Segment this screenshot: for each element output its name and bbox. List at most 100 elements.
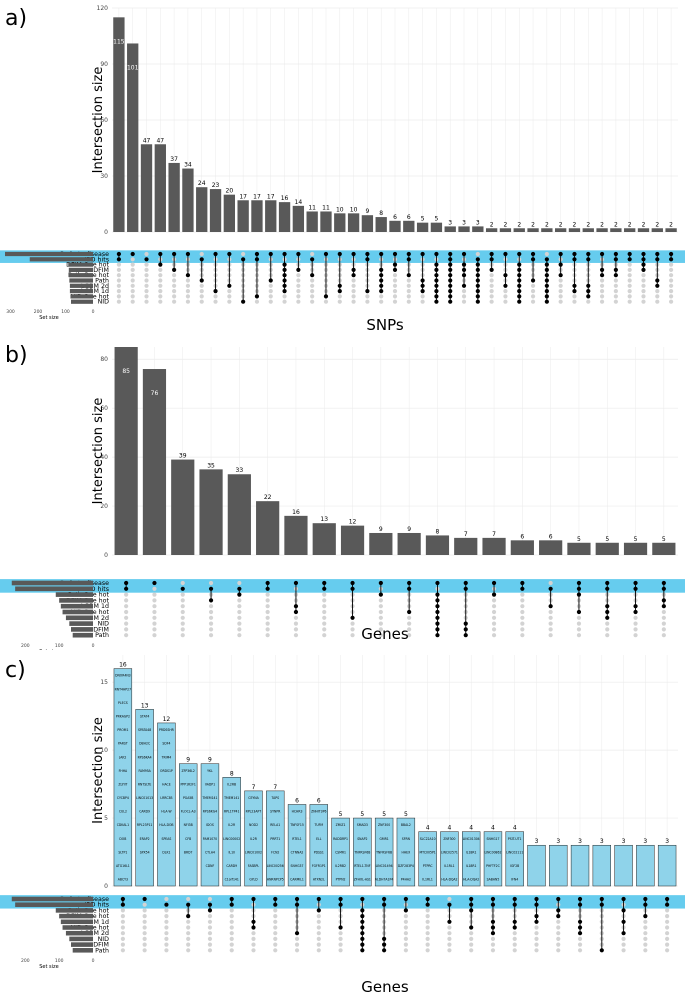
gene-label: JAK2 — [118, 755, 126, 759]
set-size-bar — [69, 936, 93, 942]
matrix-dot-off — [207, 936, 213, 941]
matrix-dot-off — [520, 633, 525, 638]
matrix-dot-off — [665, 936, 670, 941]
matrix-dot-off — [164, 919, 169, 924]
bar — [541, 228, 553, 232]
set-name: LGBM 2d — [81, 930, 109, 937]
matrix-dot-off — [323, 299, 329, 304]
bar — [369, 532, 393, 555]
gene-label: IFN4 — [511, 878, 518, 882]
bar-value-label: 115 — [113, 38, 125, 45]
matrix-dot-on — [322, 586, 327, 591]
gene-label: ATG16L1 — [116, 864, 130, 868]
bar — [637, 228, 650, 232]
matrix-dot-off — [124, 604, 129, 609]
bar — [237, 200, 249, 232]
y-tick-label: 0 — [104, 229, 108, 236]
set-size-tick: 200 — [21, 958, 30, 964]
matrix-dot-off — [144, 262, 149, 267]
matrix-dot-off — [265, 621, 270, 626]
gene-label: PARST — [118, 742, 128, 746]
bar-value-label: 7 — [464, 531, 468, 538]
matrix-dot-off — [534, 925, 539, 930]
matrix-dot-off — [172, 294, 177, 299]
bar-value-label: 33 — [236, 467, 244, 474]
matrix-dot-off — [322, 592, 327, 597]
matrix-dot-off — [403, 919, 408, 924]
matrix-dot-off — [208, 621, 214, 626]
matrix-dot-off — [665, 914, 670, 919]
matrix-dot-off — [558, 299, 563, 304]
matrix-dot-off — [665, 908, 670, 913]
bar-value-label: 3 — [535, 838, 539, 845]
matrix-dot-off — [142, 942, 147, 947]
gene-label: CTNNA2 — [291, 850, 304, 854]
set-size-tick: 200 — [21, 643, 30, 649]
matrix-dot-off — [322, 615, 327, 620]
matrix-dot-off — [164, 925, 169, 930]
gene-label: DZF283P4 — [398, 864, 414, 868]
matrix-dot-off — [164, 896, 169, 902]
gene-label: NOD2 — [249, 823, 258, 827]
matrix-dot-off — [469, 942, 474, 947]
bar-value-label: 7 — [492, 531, 496, 538]
matrix-dot-off — [512, 942, 517, 947]
matrix-dot-off — [152, 633, 157, 638]
matrix-dot-on — [152, 580, 157, 586]
bar-value-label: 3 — [643, 838, 647, 845]
matrix-dot-off — [403, 942, 408, 947]
matrix-dot-off — [120, 914, 125, 919]
matrix-dot-off — [241, 251, 246, 257]
bar — [657, 844, 677, 887]
matrix-dot-off — [268, 289, 273, 294]
matrix-dot-off — [227, 294, 232, 299]
matrix-dot-off — [158, 273, 163, 278]
bar — [623, 542, 648, 555]
matrix-dot-off — [491, 598, 497, 603]
gene-label: SPX54 — [140, 850, 150, 854]
bar — [374, 817, 394, 887]
matrix-dot-off — [641, 294, 646, 299]
set-size-bar — [5, 251, 93, 257]
matrix-dot-off — [641, 289, 646, 294]
matrix-dot-off — [378, 598, 383, 603]
bar-value-label: 22 — [264, 494, 272, 501]
matrix-dot-off — [158, 267, 163, 272]
matrix-dot-off — [296, 299, 301, 304]
matrix-dot-off — [621, 942, 626, 947]
matrix-dot-off — [350, 621, 355, 626]
set-size-bar — [72, 948, 93, 953]
gene-label: HHEX — [402, 850, 412, 854]
matrix-dot-off — [469, 931, 474, 936]
matrix-dot-off — [152, 604, 157, 609]
matrix-dot-off — [186, 919, 191, 924]
bar — [458, 226, 470, 232]
gene-label: IDOS — [206, 823, 214, 827]
matrix-dot-on — [142, 896, 147, 902]
gene-label: MTC005P1 — [420, 850, 436, 854]
matrix-dot-off — [116, 289, 122, 294]
matrix-dot-off — [337, 294, 342, 299]
matrix-dot-off — [130, 294, 135, 299]
set-name: LGBM 2d — [81, 615, 109, 622]
bar-value-label: 47 — [143, 137, 151, 144]
bar-value-label: 12 — [349, 519, 357, 526]
gene-label: YKL — [207, 769, 213, 773]
matrix-dot-off — [116, 262, 122, 267]
gene-label: ZFHXL-AS1 — [354, 878, 371, 882]
bar-value-label: 2 — [669, 221, 673, 228]
matrix-dot-off — [130, 283, 135, 288]
matrix-dot-on — [164, 902, 169, 907]
y-tick-label: 120 — [97, 5, 109, 12]
matrix-dot-off — [229, 942, 234, 947]
bar — [592, 844, 611, 887]
matrix-dot-off — [124, 592, 129, 597]
matrix-dot-off — [350, 633, 355, 638]
matrix-dot-off — [124, 615, 129, 620]
matrix-dot-on — [208, 598, 214, 603]
bar — [652, 542, 676, 555]
bar-value-label: 6 — [393, 214, 397, 221]
matrix-dot-off — [351, 283, 356, 288]
set-size-bar — [71, 299, 93, 304]
